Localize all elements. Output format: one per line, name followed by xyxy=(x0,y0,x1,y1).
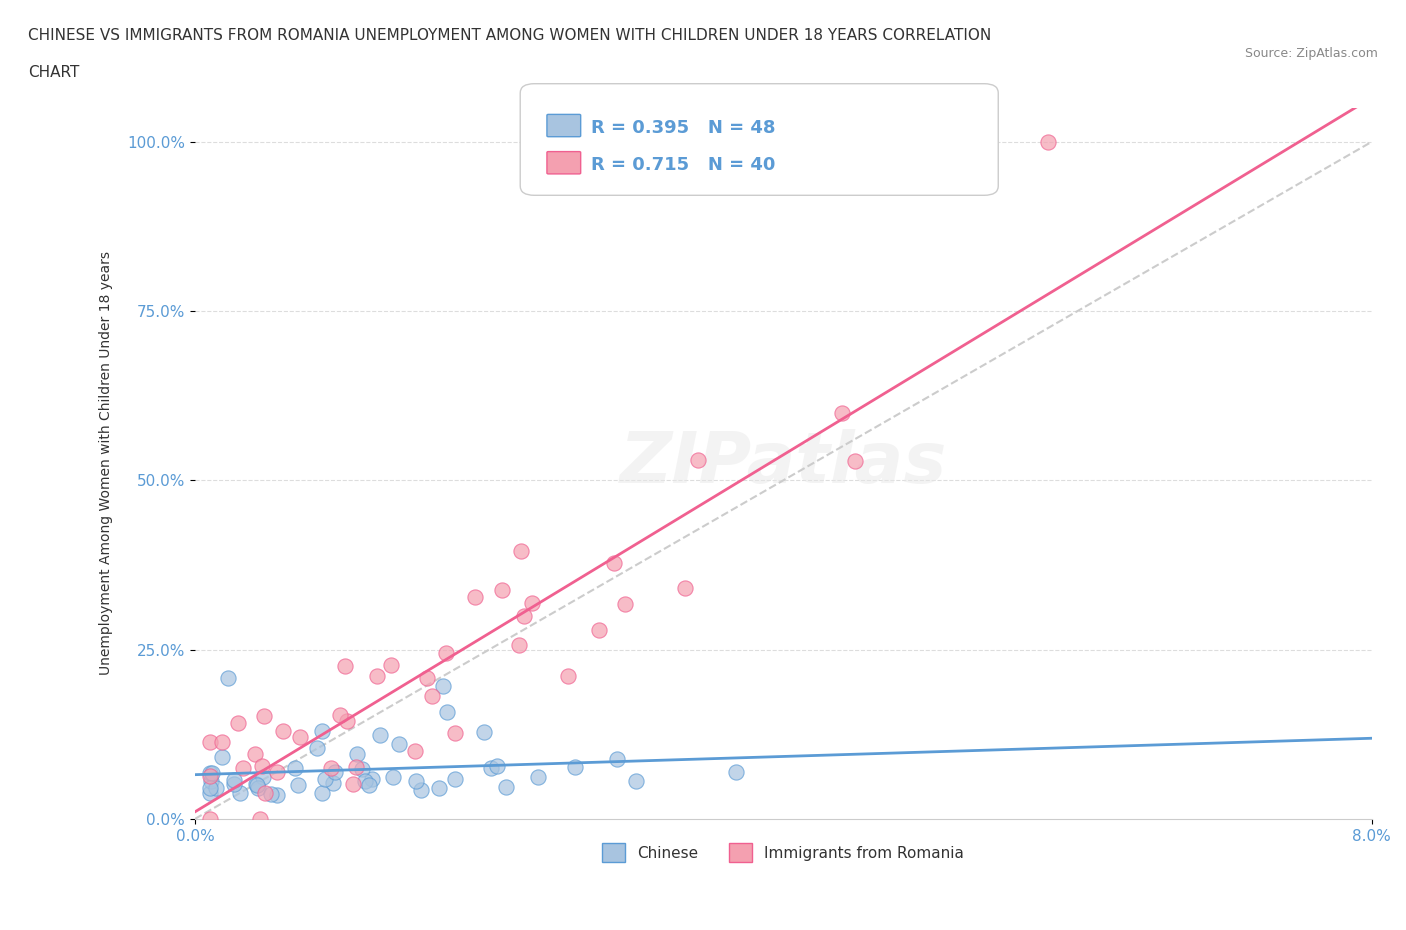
Point xyxy=(725,764,748,779)
Point xyxy=(342,776,364,790)
Text: ZIPatlas: ZIPatlas xyxy=(620,429,948,498)
Point xyxy=(229,785,252,800)
Point xyxy=(224,772,246,787)
Point xyxy=(200,774,222,789)
Point xyxy=(217,671,239,686)
Point xyxy=(201,766,224,781)
Point xyxy=(557,669,579,684)
Point xyxy=(336,714,359,729)
Point xyxy=(434,645,457,660)
Point xyxy=(228,715,250,730)
Point xyxy=(508,638,530,653)
Point xyxy=(329,708,352,723)
Point xyxy=(357,777,380,792)
Point xyxy=(205,780,228,795)
Point xyxy=(344,760,367,775)
Point xyxy=(479,761,502,776)
Point xyxy=(284,760,307,775)
Point xyxy=(222,777,245,791)
Point xyxy=(1036,135,1059,150)
Point xyxy=(271,724,294,738)
Point xyxy=(464,590,486,604)
Point xyxy=(260,787,283,802)
Point xyxy=(404,743,426,758)
Point xyxy=(624,774,647,789)
Point xyxy=(200,811,222,826)
Legend: Chinese, Immigrants from Romania: Chinese, Immigrants from Romania xyxy=(596,837,970,868)
Point xyxy=(495,779,517,794)
Point xyxy=(606,751,628,766)
Point xyxy=(311,724,333,738)
Point xyxy=(614,596,637,611)
Point xyxy=(321,761,343,776)
Point xyxy=(211,750,233,764)
Point xyxy=(527,770,550,785)
Point xyxy=(346,747,368,762)
Point xyxy=(249,811,271,826)
Point xyxy=(844,454,866,469)
Point xyxy=(353,774,375,789)
Point xyxy=(198,735,221,750)
Point xyxy=(198,769,221,784)
Point xyxy=(603,555,626,570)
Point xyxy=(322,776,344,790)
Point xyxy=(564,760,586,775)
Point xyxy=(246,777,269,792)
Point xyxy=(198,781,221,796)
Point xyxy=(370,727,392,742)
Text: CHART: CHART xyxy=(28,65,80,80)
Point xyxy=(831,405,853,420)
Point xyxy=(443,725,465,740)
Text: CHINESE VS IMMIGRANTS FROM ROMANIA UNEMPLOYMENT AMONG WOMEN WITH CHILDREN UNDER : CHINESE VS IMMIGRANTS FROM ROMANIA UNEMP… xyxy=(28,28,991,43)
Point xyxy=(420,688,443,703)
Point xyxy=(198,766,221,781)
Point xyxy=(405,774,427,789)
Point xyxy=(485,758,508,773)
Point xyxy=(211,735,233,750)
Point xyxy=(252,759,274,774)
Point xyxy=(333,658,356,673)
Point xyxy=(444,772,467,787)
Point xyxy=(588,622,610,637)
Point xyxy=(366,669,388,684)
Point xyxy=(436,704,458,719)
Point xyxy=(520,596,543,611)
Point xyxy=(266,764,288,779)
Point xyxy=(247,780,270,795)
Point xyxy=(253,709,276,724)
Point xyxy=(416,671,439,685)
Point xyxy=(472,724,495,739)
Point xyxy=(305,740,328,755)
Point xyxy=(198,786,221,801)
Y-axis label: Unemployment Among Women with Children Under 18 years: Unemployment Among Women with Children U… xyxy=(100,251,114,675)
Text: Source: ZipAtlas.com: Source: ZipAtlas.com xyxy=(1244,46,1378,60)
Point xyxy=(311,786,333,801)
Point xyxy=(252,769,274,784)
Point xyxy=(381,769,404,784)
Point xyxy=(673,580,696,595)
Point xyxy=(287,777,309,792)
Point xyxy=(254,786,277,801)
Text: R = 0.395   N = 48: R = 0.395 N = 48 xyxy=(591,119,775,137)
Text: R = 0.715   N = 40: R = 0.715 N = 40 xyxy=(591,156,775,174)
Point xyxy=(231,760,253,775)
Point xyxy=(352,762,374,777)
Point xyxy=(245,777,267,792)
Point xyxy=(509,543,531,558)
Point xyxy=(432,678,454,693)
Point xyxy=(380,658,402,673)
Point xyxy=(427,780,450,795)
Point xyxy=(314,772,336,787)
Point xyxy=(323,764,346,779)
Point xyxy=(361,772,384,787)
Point xyxy=(409,782,432,797)
Point xyxy=(245,747,267,762)
Point xyxy=(686,452,709,467)
Point xyxy=(513,608,536,623)
Point xyxy=(266,787,288,802)
Point xyxy=(491,583,513,598)
Point xyxy=(388,737,411,751)
Point xyxy=(288,730,311,745)
